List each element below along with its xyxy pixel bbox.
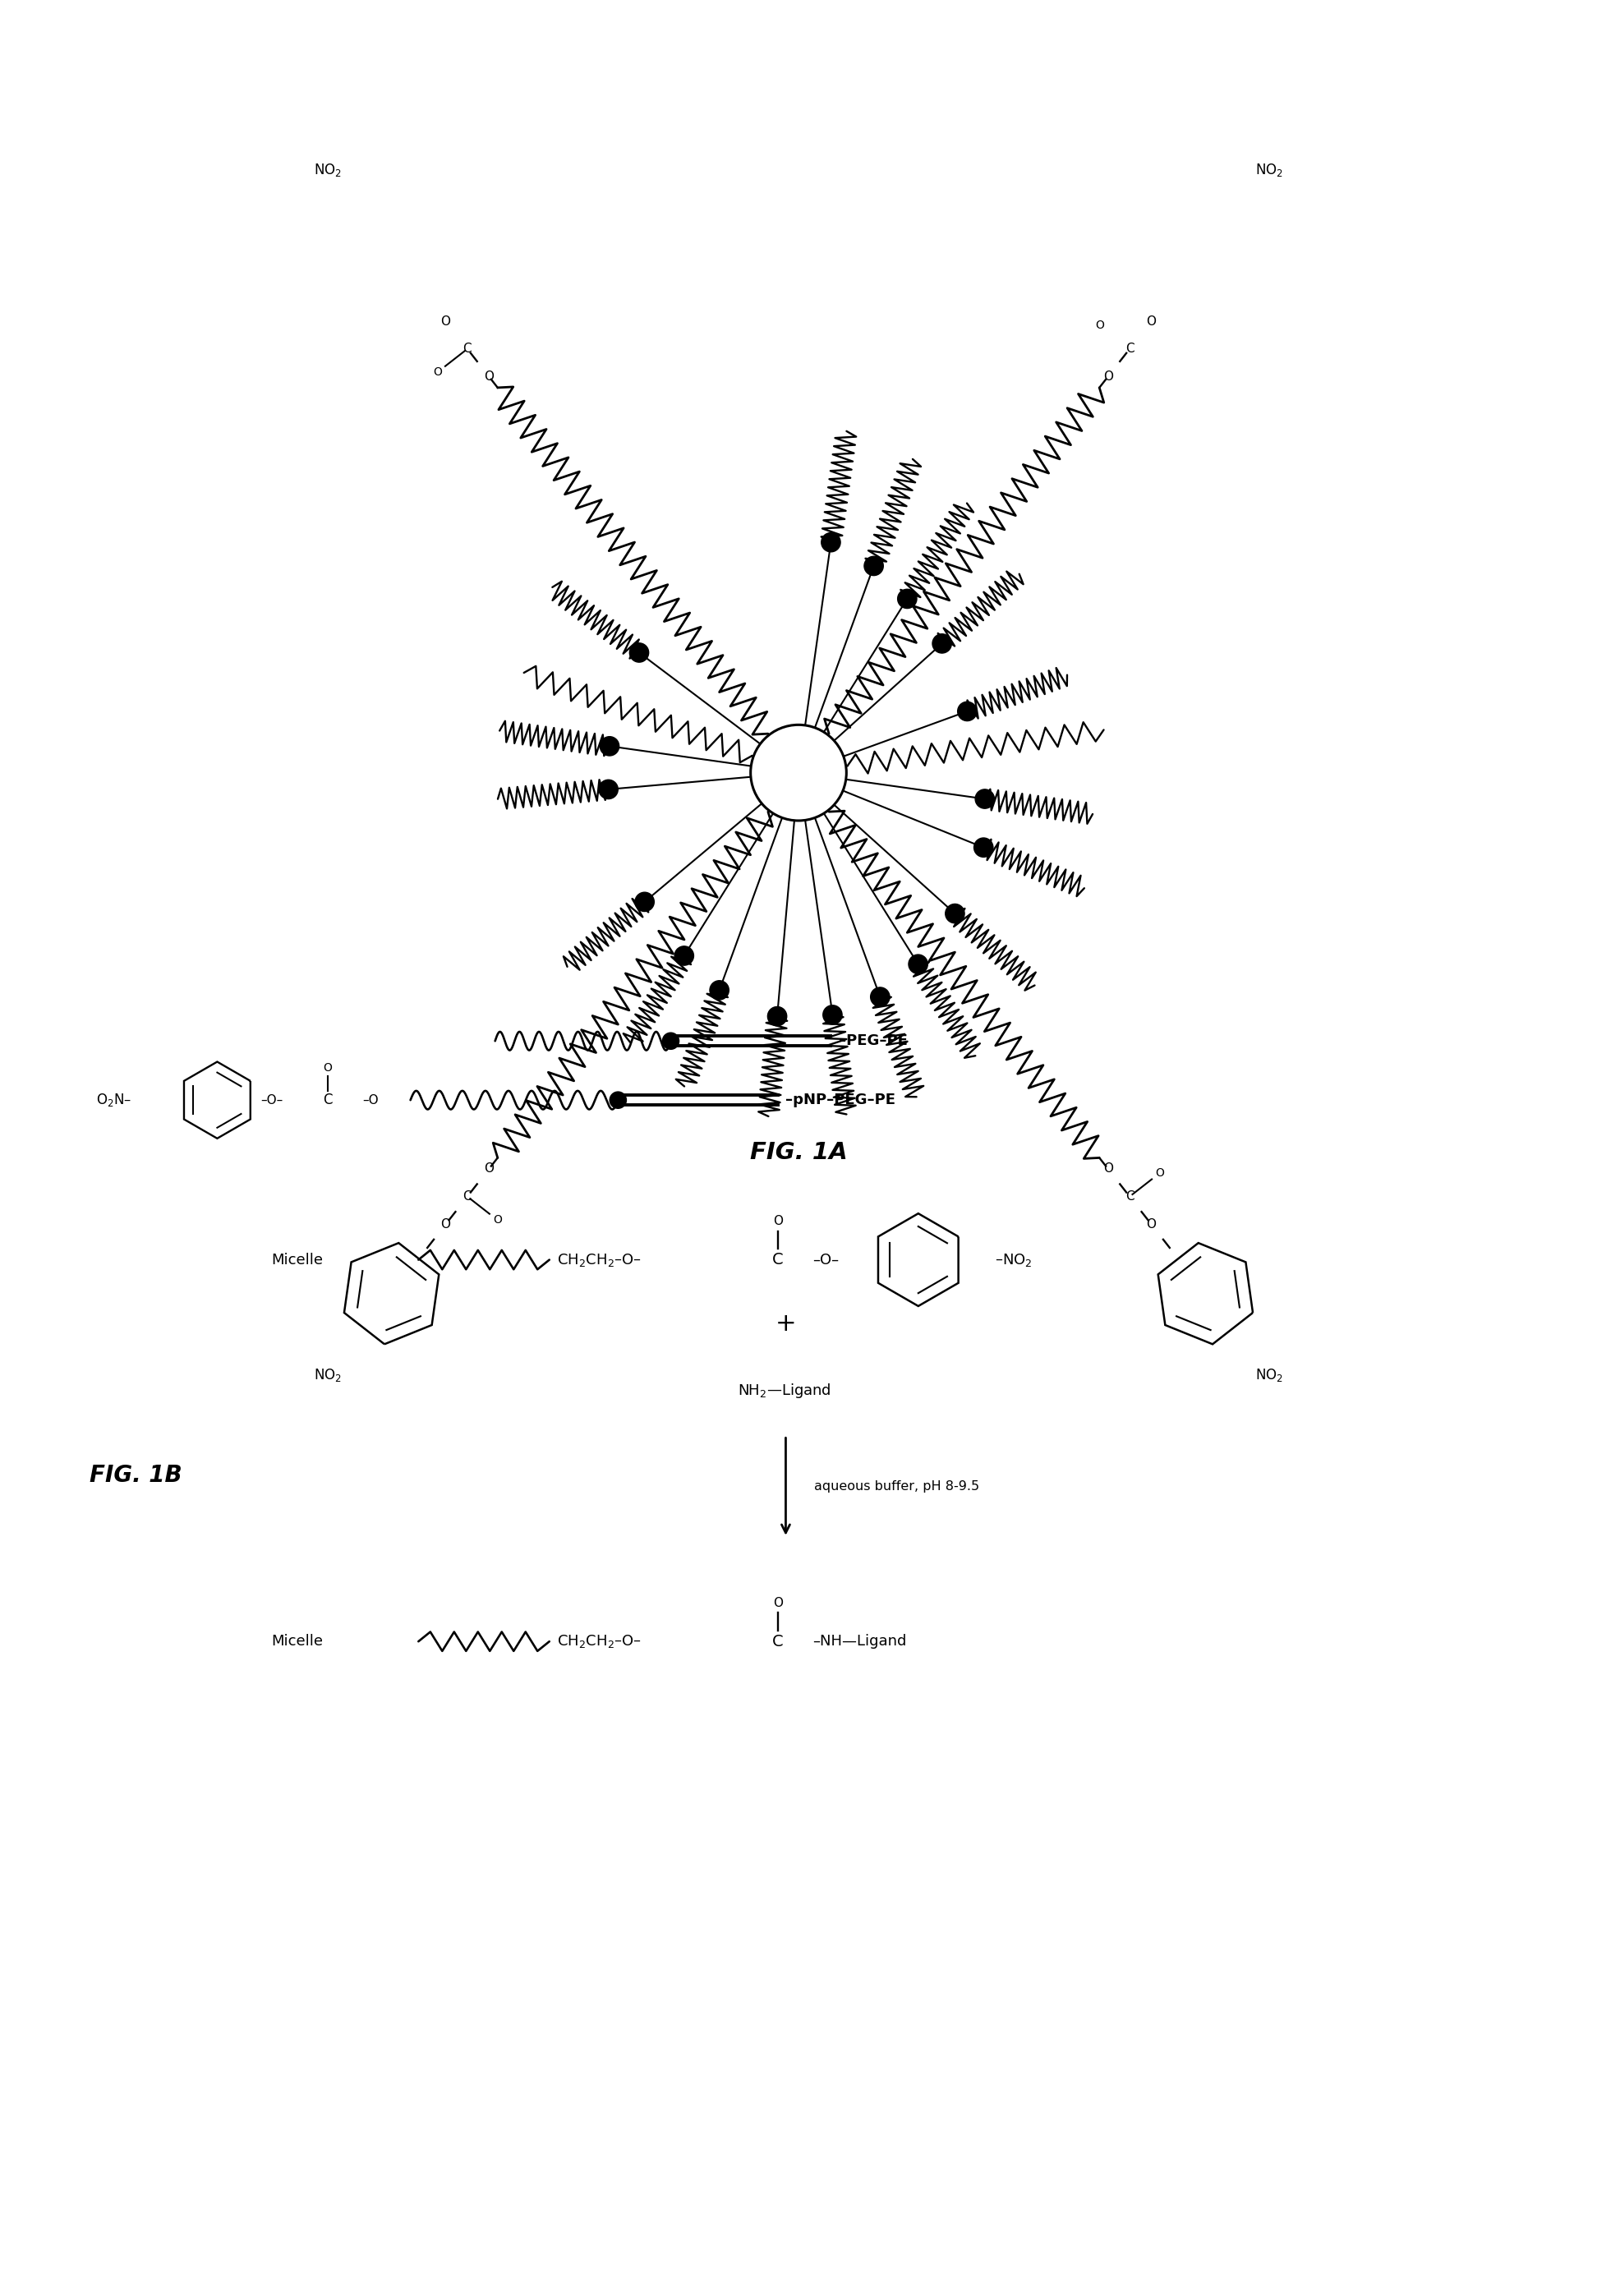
- Text: O: O: [1155, 1166, 1164, 1178]
- Circle shape: [945, 905, 965, 923]
- Text: C: C: [323, 1093, 332, 1107]
- Text: O$_2$N–: O$_2$N–: [96, 1093, 131, 1109]
- Text: O: O: [433, 367, 442, 379]
- Text: Micelle: Micelle: [271, 1635, 323, 1649]
- Text: C: C: [1126, 1189, 1134, 1203]
- Text: –O–: –O–: [813, 1251, 840, 1267]
- Text: C: C: [463, 342, 471, 356]
- Text: O: O: [1096, 319, 1104, 331]
- Text: –PEG–PE: –PEG–PE: [838, 1033, 907, 1049]
- Circle shape: [674, 946, 693, 964]
- Circle shape: [600, 737, 620, 755]
- Text: O: O: [1104, 1162, 1113, 1176]
- Circle shape: [974, 838, 993, 856]
- Text: Micelle: Micelle: [271, 1251, 323, 1267]
- Text: –O: –O: [363, 1093, 378, 1107]
- Circle shape: [933, 634, 952, 652]
- Circle shape: [822, 1006, 842, 1024]
- Text: O: O: [773, 1598, 783, 1609]
- Text: NH$_2$—Ligand: NH$_2$—Ligand: [738, 1382, 830, 1401]
- Text: –O–: –O–: [260, 1093, 283, 1107]
- Text: C: C: [463, 1189, 471, 1203]
- Text: C: C: [771, 1635, 784, 1649]
- Text: O: O: [1147, 315, 1156, 328]
- Text: CH$_2$CH$_2$–O–: CH$_2$CH$_2$–O–: [557, 1251, 642, 1267]
- Text: NO$_2$: NO$_2$: [313, 161, 342, 179]
- Text: –NO$_2$: –NO$_2$: [995, 1251, 1032, 1267]
- Text: C: C: [1126, 342, 1134, 356]
- Text: –NH—Ligand: –NH—Ligand: [813, 1635, 907, 1649]
- Circle shape: [976, 790, 995, 808]
- Text: O: O: [441, 315, 450, 328]
- Text: FIG. 1A: FIG. 1A: [749, 1141, 848, 1164]
- Circle shape: [768, 1006, 787, 1026]
- Text: FIG. 1B: FIG. 1B: [89, 1465, 182, 1488]
- Text: O: O: [493, 1215, 501, 1226]
- Text: O: O: [484, 1162, 493, 1176]
- Circle shape: [663, 1033, 679, 1049]
- Text: NO$_2$: NO$_2$: [1255, 1366, 1284, 1384]
- Circle shape: [958, 703, 977, 721]
- Text: O: O: [484, 370, 493, 383]
- Circle shape: [751, 726, 846, 820]
- Text: O: O: [323, 1063, 332, 1075]
- Text: CH$_2$CH$_2$–O–: CH$_2$CH$_2$–O–: [557, 1632, 642, 1649]
- Text: O: O: [441, 1219, 450, 1231]
- Circle shape: [610, 1093, 626, 1109]
- Text: aqueous buffer, pH 8-9.5: aqueous buffer, pH 8-9.5: [814, 1481, 979, 1492]
- Text: NO$_2$: NO$_2$: [313, 1366, 342, 1384]
- Circle shape: [709, 980, 728, 999]
- Circle shape: [599, 781, 618, 799]
- Circle shape: [629, 643, 648, 661]
- Text: NO$_2$: NO$_2$: [1255, 161, 1284, 179]
- Text: –pNP–PEG–PE: –pNP–PEG–PE: [786, 1093, 896, 1107]
- Circle shape: [870, 987, 890, 1006]
- Text: O: O: [773, 1215, 783, 1228]
- Circle shape: [821, 533, 840, 551]
- Text: O: O: [1147, 1219, 1156, 1231]
- Text: C: C: [771, 1251, 784, 1267]
- Circle shape: [909, 955, 928, 974]
- Circle shape: [898, 590, 917, 608]
- Circle shape: [864, 556, 883, 576]
- Text: O: O: [1104, 370, 1113, 383]
- Circle shape: [636, 893, 655, 912]
- Text: +: +: [775, 1311, 797, 1336]
